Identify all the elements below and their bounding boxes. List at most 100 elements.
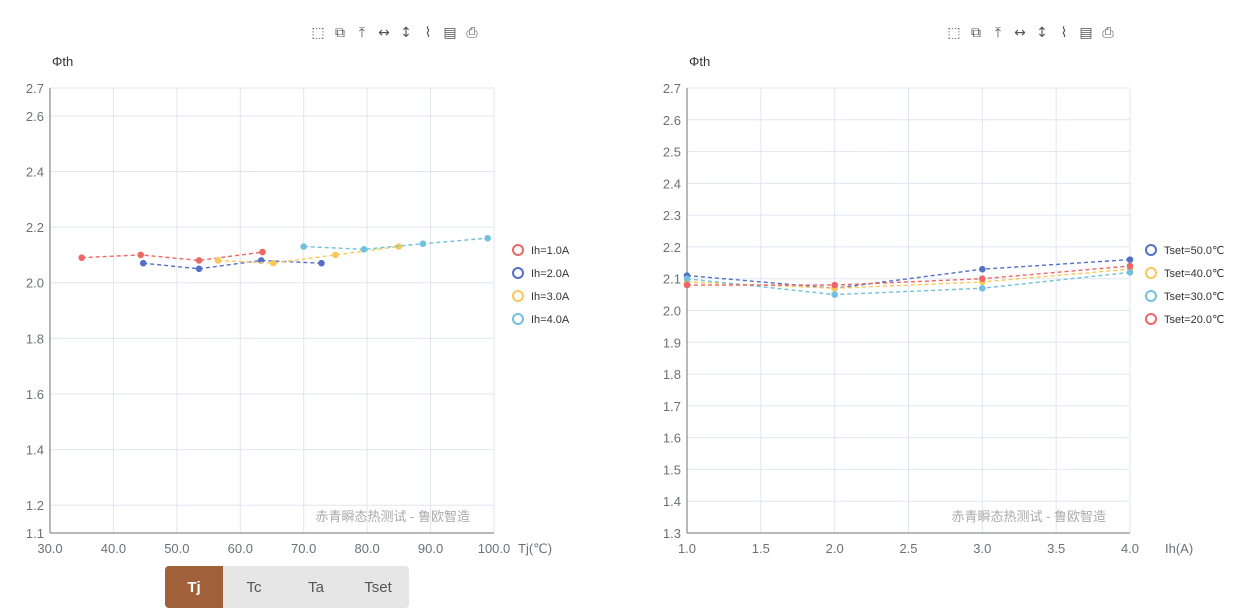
x-axis-title: Tj(℃) bbox=[518, 541, 552, 556]
zoom-icon[interactable]: ⬚ bbox=[311, 25, 325, 41]
save-image-icon[interactable]: ⎙ bbox=[466, 25, 478, 41]
x-tick-label: 90.0 bbox=[418, 541, 443, 556]
data-point bbox=[78, 254, 86, 261]
y-tick-label: 1.5 bbox=[663, 462, 681, 477]
data-point bbox=[269, 259, 277, 267]
legend-marker[interactable] bbox=[1145, 290, 1157, 302]
data-point bbox=[1126, 256, 1134, 263]
data-point bbox=[1126, 262, 1134, 270]
y-tick-label: 1.6 bbox=[26, 387, 44, 402]
x-tick-label: 2.5 bbox=[899, 541, 917, 556]
save-image-icon[interactable]: ⎙ bbox=[1102, 25, 1114, 41]
data-point bbox=[683, 275, 691, 283]
y-axis-title: Φth bbox=[689, 54, 710, 69]
legend-marker[interactable] bbox=[512, 313, 524, 325]
brush-vertical-icon[interactable]: ↕ bbox=[400, 25, 412, 41]
left-toolbox: ⬚ ⧉ ⤒ ↔ ↕ ⌇ ▤ ⎙ bbox=[309, 24, 481, 42]
series-line-2 bbox=[143, 259, 322, 270]
zoom-reset-icon[interactable]: ⧉ bbox=[335, 25, 345, 41]
y-tick-label: 1.1 bbox=[26, 526, 44, 541]
right-chart-panel: ⬚ ⧉ ⤒ ↔ ↕ ⌇ ▤ ⎙ 1.3 1.4 1.5 1.6 1.7 1.8 1.9 2.0 2.1 2.2 2… bbox=[620, 0, 1239, 615]
legend-marker[interactable] bbox=[512, 267, 524, 279]
legend-label[interactable]: Tset=40.0℃ bbox=[1164, 268, 1224, 280]
data-point bbox=[419, 240, 427, 248]
data-point bbox=[139, 259, 147, 267]
series-line-4 bbox=[687, 265, 1131, 286]
legend-label[interactable]: Ih=2.0A bbox=[531, 268, 570, 280]
right-chart-svg: 1.3 1.4 1.5 1.6 1.7 1.8 1.9 2.0 2.1 2.2 2.3 2.4 2.5 2… bbox=[663, 54, 1224, 556]
tab-tc[interactable]: Tc bbox=[246, 578, 262, 596]
x-axis-title: Ih(A) bbox=[1165, 541, 1193, 556]
legend-marker[interactable] bbox=[512, 244, 524, 256]
legend-label[interactable]: Tset=50.0℃ bbox=[1164, 245, 1224, 257]
y-tick-label: 1.6 bbox=[663, 431, 681, 446]
line-chart-icon[interactable]: ⌇ bbox=[424, 25, 432, 41]
x-tick-label: 2.0 bbox=[826, 541, 844, 556]
zoom-reset-icon[interactable]: ⧉ bbox=[971, 25, 981, 41]
y-tick-label: 1.4 bbox=[663, 494, 681, 509]
x-tick-label: 3.0 bbox=[973, 541, 991, 556]
data-point bbox=[1126, 269, 1134, 276]
y-tick-label: 2.4 bbox=[663, 176, 681, 191]
x-tick-label: 1.0 bbox=[678, 541, 696, 556]
data-point bbox=[979, 284, 986, 292]
y-tick-label: 2.0 bbox=[663, 304, 681, 319]
x-tick-label: 40.0 bbox=[101, 541, 126, 556]
y-tick-label: 2.2 bbox=[663, 240, 681, 255]
legend-marker[interactable] bbox=[1145, 313, 1157, 325]
y-tick-label: 2.0 bbox=[26, 276, 44, 291]
tab-ta[interactable]: Ta bbox=[308, 578, 324, 596]
legend-label[interactable]: Tset=30.0℃ bbox=[1164, 291, 1224, 303]
brush-horizontal-icon[interactable]: ↔ bbox=[378, 25, 390, 41]
legend-label[interactable]: Tset=20.0℃ bbox=[1164, 314, 1224, 326]
data-point bbox=[979, 265, 986, 273]
zoom-icon[interactable]: ⬚ bbox=[947, 25, 961, 41]
y-tick-label: 2.3 bbox=[663, 208, 681, 223]
tab-tset[interactable]: Tset bbox=[364, 578, 392, 596]
x-tick-label: 30.0 bbox=[37, 541, 62, 556]
y-tick-label: 1.8 bbox=[663, 367, 681, 382]
restore-icon[interactable]: ⤒ bbox=[994, 25, 1002, 41]
y-tick-label: 2.7 bbox=[26, 81, 44, 96]
data-point bbox=[195, 265, 203, 273]
x-tick-label: 100.0 bbox=[478, 541, 511, 556]
brush-vertical-icon[interactable]: ↕ bbox=[1036, 25, 1048, 41]
data-point bbox=[195, 257, 203, 264]
restore-icon[interactable]: ⤒ bbox=[358, 25, 366, 41]
x-tick-label: 80.0 bbox=[354, 541, 379, 556]
data-view-icon[interactable]: ▤ bbox=[1079, 25, 1093, 41]
y-tick-label: 1.9 bbox=[663, 335, 681, 350]
legend-label[interactable]: Ih=4.0A bbox=[531, 314, 570, 326]
brush-horizontal-icon[interactable]: ↔ bbox=[1014, 25, 1026, 41]
left-chart-svg: 1.1 1.2 1.4 1.6 1.8 2.0 2.2 2.4 2.6 2.7 30.0 40.0 50… bbox=[26, 54, 570, 556]
data-point bbox=[979, 275, 986, 283]
y-tick-label: 1.4 bbox=[26, 443, 44, 458]
data-point bbox=[484, 234, 491, 242]
legend-label[interactable]: Ih=1.0A bbox=[531, 245, 570, 257]
legend-marker[interactable] bbox=[512, 290, 524, 302]
data-point bbox=[332, 251, 339, 259]
y-tick-label: 1.8 bbox=[26, 331, 44, 346]
y-tick-label: 2.5 bbox=[663, 145, 681, 160]
tab-tj[interactable]: Tj bbox=[165, 566, 223, 608]
legend-marker[interactable] bbox=[1145, 267, 1157, 279]
series-line-1 bbox=[81, 251, 263, 262]
x-tick-label: 60.0 bbox=[228, 541, 253, 556]
legend-label[interactable]: Ih=3.0A bbox=[531, 291, 570, 303]
data-point bbox=[137, 251, 145, 259]
x-tick-label: 70.0 bbox=[291, 541, 316, 556]
series-line-1 bbox=[686, 258, 1131, 289]
x-tick-label: 50.0 bbox=[164, 541, 189, 556]
y-tick-label: 2.1 bbox=[663, 272, 681, 287]
legend-marker[interactable] bbox=[1145, 244, 1157, 256]
data-view-icon[interactable]: ▤ bbox=[443, 25, 457, 41]
y-tick-label: 2.4 bbox=[26, 164, 44, 179]
watermark: 赤青瞬态热测试 - 鲁欧智造 bbox=[315, 509, 470, 524]
data-point bbox=[360, 246, 368, 253]
x-tick-label: 1.5 bbox=[752, 541, 770, 556]
right-toolbox: ⬚ ⧉ ⤒ ↔ ↕ ⌇ ▤ ⎙ bbox=[945, 24, 1117, 42]
temperature-tabs: Tj Tc Ta Tset bbox=[165, 566, 409, 608]
line-chart-icon[interactable]: ⌇ bbox=[1060, 25, 1068, 41]
left-chart-panel: ⬚ ⧉ ⤒ ↔ ↕ ⌇ ▤ ⎙ 1.1 1.2 1.4 1.6 1.8 2.0 2.2 2.4 2.6 2.7 3… bbox=[26, 24, 570, 608]
y-tick-label: 1.3 bbox=[663, 526, 681, 541]
